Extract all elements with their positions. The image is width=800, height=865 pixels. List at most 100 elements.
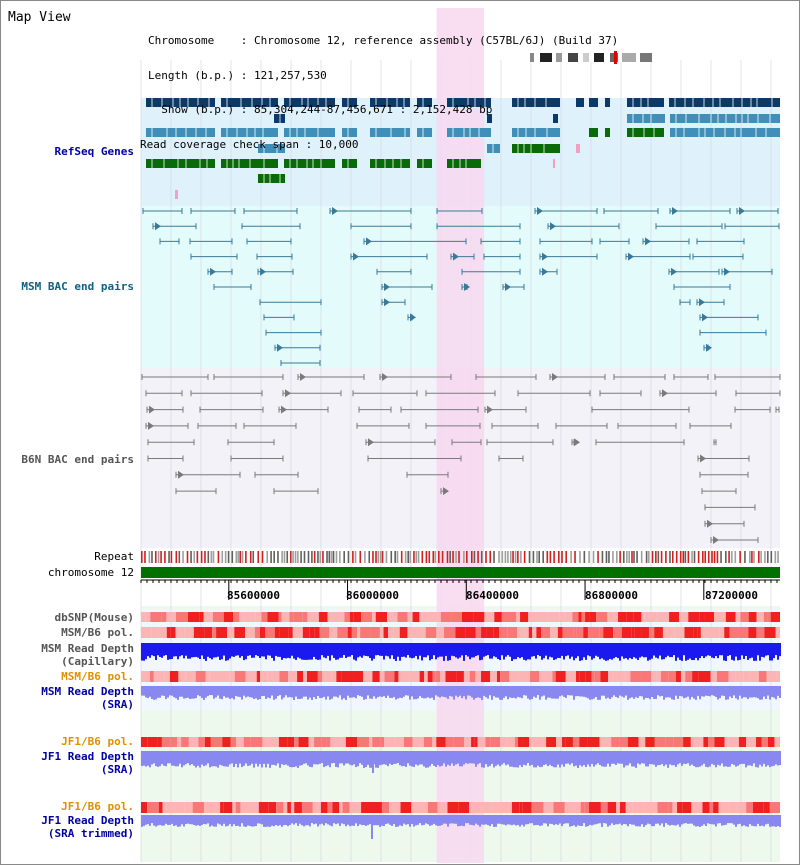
msm-depth-cap-bar	[277, 643, 279, 657]
jf1-depth-trim-bar	[753, 815, 755, 827]
msm-depth-sra-bar	[265, 686, 267, 699]
jf1-depth-bar	[563, 751, 565, 767]
jf1-depth-trim-bar	[621, 815, 623, 826]
jf1-pol-trim-heat-cell	[632, 802, 644, 813]
jf1-depth-trim-bar	[663, 815, 665, 827]
jf1-depth-bar	[433, 751, 435, 766]
jf1-pol-trim-heat-cell	[370, 802, 382, 813]
msm-depth-sra-bar	[387, 686, 389, 696]
jf1-depth-bar	[703, 751, 705, 764]
jf1-depth-bar	[443, 751, 445, 764]
jf1-depth-trim-bar	[155, 815, 157, 827]
dbsnp-heat-cell	[440, 612, 452, 622]
repeat-feature	[446, 551, 449, 563]
msm-depth-cap-bar	[271, 643, 273, 659]
jf1-depth-trim-bar	[409, 815, 411, 827]
msm-depth-cap-bar	[399, 643, 401, 661]
jf1-depth-bar	[505, 751, 507, 766]
repeat-feature	[245, 551, 247, 563]
jf1-depth-bar	[397, 751, 399, 764]
msm-depth-cap-bar	[493, 643, 495, 657]
jf1-depth-trim-bar	[283, 815, 285, 826]
repeat-feature	[570, 551, 572, 563]
msm-depth-cap-bar	[765, 643, 767, 656]
msm-depth-cap-bar	[479, 643, 481, 661]
msm-depth-cap-bar	[561, 643, 563, 656]
msm-depth-cap-bar	[163, 643, 165, 656]
msm-depth-sra-bar	[233, 686, 235, 700]
msm-depth-sra-bar	[211, 686, 213, 696]
msm-depth-sra-bar	[477, 686, 479, 698]
msm-pol-heat-cell	[425, 627, 437, 638]
msm-depth-cap-bar	[173, 643, 175, 657]
msm-depth-cap-bar	[179, 643, 181, 657]
msm-depth-sra-bar	[159, 686, 161, 698]
msm-depth-sra-bar	[627, 686, 629, 700]
jf1-depth-bar	[503, 751, 505, 764]
msm-pol-sra-heat-cell	[178, 671, 186, 682]
track-label-jf1-depth-trim: JF1 Read Depth	[41, 814, 134, 827]
jf1-depth-bar	[517, 751, 519, 768]
msm-depth-cap-bar	[531, 643, 533, 657]
msm-depth-cap-bar	[337, 643, 339, 660]
axis-tick-label: 86800000	[585, 589, 638, 602]
msm-depth-cap-bar	[289, 643, 291, 659]
jf1-pol-heat-cell	[638, 737, 646, 747]
track-label-msm-bac[interactable]: MSM BAC end pairs	[21, 280, 134, 293]
msm-depth-cap-bar	[581, 643, 583, 661]
msm-depth-cap-bar	[419, 643, 421, 656]
msm-depth-cap-bar	[657, 643, 659, 659]
jf1-pol-heat-cell	[532, 737, 543, 747]
jf1-depth-bar	[723, 751, 725, 767]
msm-depth-sra-bar	[359, 686, 361, 696]
msm-depth-sra-bar	[453, 686, 455, 700]
msm-pol-heat-cell	[151, 627, 159, 638]
jf1-depth-bar	[561, 751, 563, 765]
msm-depth-cap-bar	[365, 643, 367, 656]
repeat-feature	[707, 551, 710, 563]
msm-depth-cap-bar	[623, 643, 625, 659]
jf1-depth-trim-bar	[153, 815, 155, 826]
msm-depth-cap-bar	[251, 643, 253, 658]
msm-bac-pair-arrow	[277, 343, 283, 352]
jf1-depth-trim-bar	[385, 815, 387, 824]
jf1-depth-bar	[357, 751, 359, 767]
track-label-refseq[interactable]: RefSeq Genes	[54, 145, 134, 158]
msm-depth-cap-bar	[403, 643, 405, 657]
jf1-depth-trim-bar	[437, 815, 439, 826]
jf1-depth-trim-bar	[593, 815, 595, 825]
jf1-depth-trim-bar	[255, 815, 257, 827]
gene-feature	[370, 98, 410, 107]
msm-depth-cap-bar	[275, 643, 277, 656]
msm-depth-cap-bar	[759, 643, 761, 661]
track-label-b6n-bac[interactable]: B6N BAC end pairs	[21, 453, 134, 466]
repeat-feature	[739, 551, 741, 563]
msm-depth-cap-bar	[499, 643, 501, 661]
jf1-depth-bar	[403, 751, 405, 766]
jf1-depth-bar	[421, 751, 423, 765]
jf1-depth-trim-bar	[585, 815, 587, 827]
msm-depth-cap-bar	[369, 643, 371, 659]
repeat-feature	[339, 551, 341, 563]
msm-depth-sra-bar	[565, 686, 567, 698]
msm-pol-heat-cell	[314, 627, 320, 638]
msm-pol-heat-cell	[528, 627, 533, 638]
dbsnp-heat-cell	[704, 612, 715, 622]
jf1-depth-bar	[351, 751, 353, 766]
msm-depth-sra-bar	[199, 686, 201, 697]
msm-depth-cap-bar	[443, 643, 445, 661]
jf1-depth-trim-bar	[197, 815, 199, 826]
b6n-bac-pair-arrow	[368, 438, 374, 447]
jf1-depth-trim-bar	[531, 815, 533, 824]
jf1-depth-bar	[663, 751, 665, 767]
jf1-pol-trim-heat-cell	[174, 802, 185, 813]
jf1-depth-bar	[551, 751, 553, 767]
repeat-feature	[466, 551, 468, 563]
msm-pol-heat-cell	[536, 627, 542, 638]
msm-depth-cap-bar	[409, 643, 411, 658]
msm-pol-sra-heat-cell	[698, 671, 711, 682]
jf1-depth-trim-bar	[691, 815, 693, 824]
msm-depth-cap-bar	[239, 643, 241, 658]
gene-feature	[447, 128, 491, 137]
